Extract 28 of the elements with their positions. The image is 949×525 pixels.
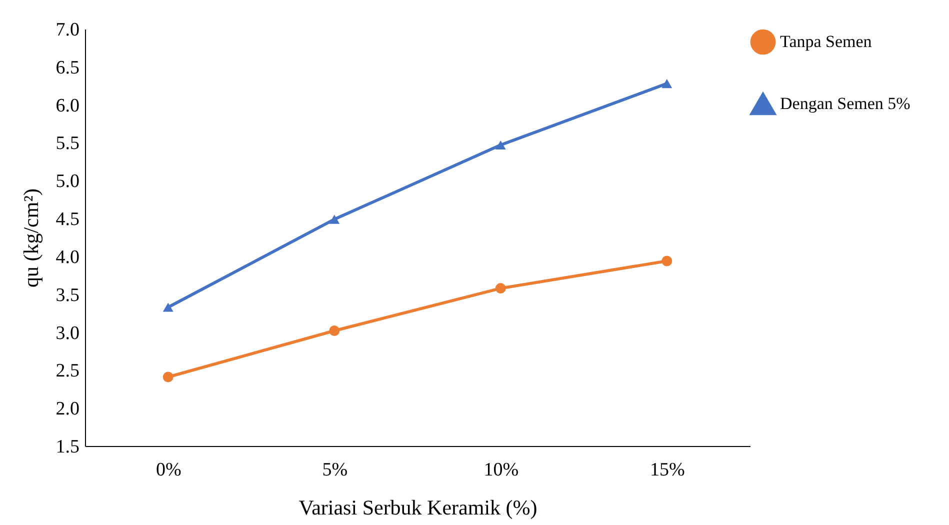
x-tick-label: 10% bbox=[484, 460, 519, 480]
x-axis-title: Variasi Serbuk Keramik (%) bbox=[298, 496, 538, 520]
point bbox=[162, 302, 174, 312]
y-tick-label: 5.0 bbox=[56, 171, 80, 192]
x-tick-label: 0% bbox=[156, 460, 182, 480]
y-tick-label: 6.0 bbox=[56, 95, 80, 116]
x-tick-label: 15% bbox=[650, 460, 685, 480]
y-tick-label: 3.0 bbox=[56, 322, 80, 344]
y-tick-label: 7.0 bbox=[56, 20, 80, 40]
y-axis-title: qu (kg/cm²) bbox=[18, 188, 43, 288]
y-tick-label: 4.0 bbox=[56, 246, 80, 268]
point bbox=[329, 326, 340, 336]
y-tick-label: 6.5 bbox=[56, 57, 80, 78]
x-tick-label: 5% bbox=[322, 460, 348, 480]
point bbox=[662, 256, 672, 266]
y-tick-label: 5.5 bbox=[56, 133, 80, 154]
point bbox=[162, 372, 174, 382]
legend-label: Tanpa Semen bbox=[780, 32, 872, 51]
y-tick-label: 1.5 bbox=[56, 436, 80, 458]
point bbox=[329, 214, 340, 224]
y-tick-label: 4.5 bbox=[56, 209, 80, 230]
point bbox=[495, 283, 506, 294]
point bbox=[662, 79, 672, 88]
y-tick-label: 2.5 bbox=[56, 360, 80, 382]
y-tick-label: 2.0 bbox=[56, 398, 80, 420]
y-tick-label: 3.5 bbox=[56, 284, 80, 306]
point bbox=[495, 140, 506, 150]
legend-label: Dengan Semen 5% bbox=[780, 94, 910, 113]
